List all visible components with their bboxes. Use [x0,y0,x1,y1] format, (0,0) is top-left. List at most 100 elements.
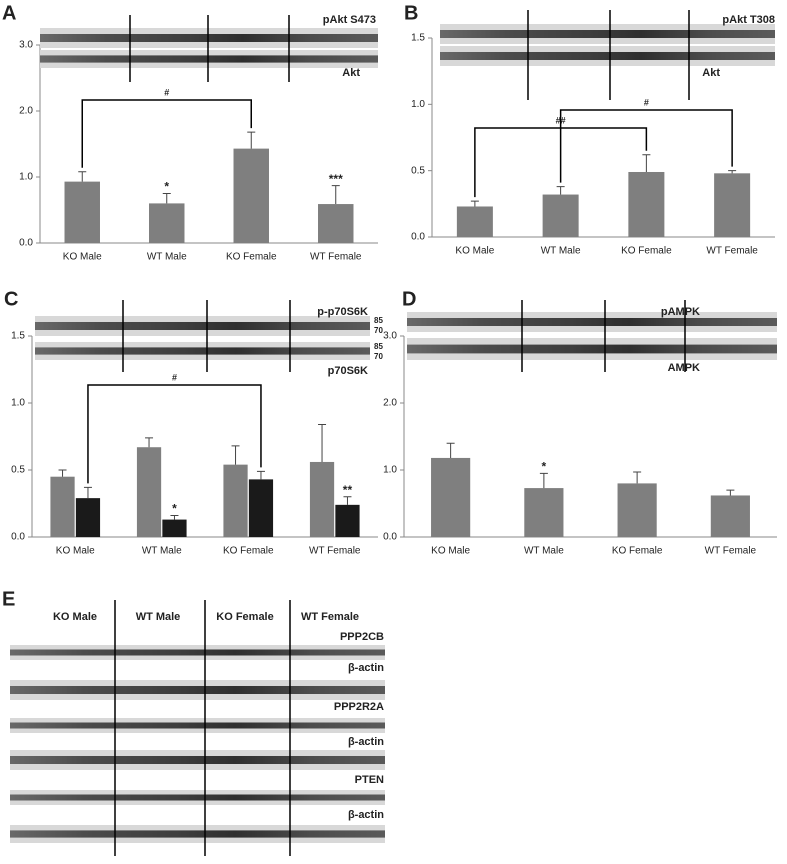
error-bar [446,442,455,458]
x-tick-label: WT Female [705,546,757,557]
error-bar [539,472,548,489]
y-tick-label: 2.0 [383,398,397,409]
bracket-label: # [644,97,649,107]
bar [335,504,360,537]
x-tick-label: KO Female [223,546,274,557]
blot-band [10,756,385,764]
error-bar [78,171,87,182]
bar [710,495,750,537]
x-tick-label: WT Female [706,246,758,257]
bar [617,483,657,537]
error-bar [331,185,340,205]
bar [149,203,185,243]
blot-band [10,830,385,838]
size-marker: 70 [374,326,383,335]
group-label: WT Male [136,611,181,623]
bar [318,204,354,243]
y-tick-label: 0.0 [19,238,33,249]
error-bar [343,496,352,505]
blot-band [407,344,777,354]
group-label: KO Male [53,611,97,623]
x-tick-label: KO Female [612,546,663,557]
error-bar [642,154,651,172]
group-label: KO Female [216,611,273,623]
significance: ** [343,483,353,497]
size-marker: 70 [374,352,383,361]
blot-band [40,34,378,42]
y-tick-label: 1.5 [11,331,25,342]
y-tick-label: 3.0 [383,331,397,342]
bar [75,498,101,537]
blot-band [10,686,385,694]
error-bar [145,437,154,448]
error-bar [247,131,256,149]
blot-label: pAkt T308 [722,14,775,26]
y-tick-label: 1.0 [19,172,33,183]
size-marker: 85 [374,316,383,325]
y-tick-label: 0.0 [383,532,397,543]
significance-bracket [87,384,262,484]
y-tick-label: 2.0 [19,106,33,117]
error-bar [318,423,327,462]
blot-label: β-actin [348,662,384,674]
bar [64,181,100,243]
blot-band [40,55,378,63]
error-bar [256,470,265,480]
bar [628,171,665,237]
bar [714,173,751,237]
panel-letter: A [2,2,16,24]
blot-label: β-actin [348,809,384,821]
error-bar [170,515,179,520]
blot-band [10,722,385,729]
y-tick-label: 3.0 [19,40,33,51]
y-tick-label: 1.0 [411,99,425,110]
x-tick-label: WT Female [309,546,361,557]
blot-band [35,322,370,330]
bar [50,476,75,537]
error-bar [556,186,565,195]
significance-bracket [559,109,733,183]
y-tick-label: 0.0 [11,532,25,543]
error-bar [470,200,479,207]
x-tick-label: KO Female [621,246,672,257]
error-bar [726,489,735,496]
panel-letter: C [4,288,18,310]
panel-letter: E [2,588,15,610]
blot-label: β-actin [348,736,384,748]
blot-band [35,347,370,355]
bar [162,519,187,537]
significance: * [172,502,177,516]
blot-label: PTEN [355,774,384,786]
x-tick-label: WT Male [147,252,187,263]
error-bar [633,471,642,484]
x-tick-label: KO Male [431,546,470,557]
error-bar [83,486,92,499]
y-tick-label: 0.5 [411,165,425,176]
blot-band [10,649,385,656]
bar [233,148,269,243]
bar [456,206,493,237]
significance: *** [329,172,343,186]
bar [136,447,162,537]
x-tick-label: KO Female [226,252,277,263]
panel-letter: B [404,2,418,24]
blot-label: pAMPK [661,306,700,318]
bar [309,461,335,537]
error-bar [231,445,240,465]
bar [248,479,274,537]
significance: * [542,460,547,474]
blot-label: PPP2CB [340,631,384,643]
x-tick-label: KO Male [455,246,494,257]
blot-label: PPP2R2A [334,701,384,713]
x-tick-label: WT Male [524,546,564,557]
significance-bracket [81,99,252,168]
y-tick-label: 1.0 [383,465,397,476]
x-tick-label: KO Male [63,252,102,263]
blot-label: Akt [702,67,720,79]
x-tick-label: WT Male [142,546,182,557]
blot-band [440,30,775,38]
error-bar [728,170,737,174]
error-bar [162,193,171,204]
blot-label: pAkt S473 [323,14,376,26]
